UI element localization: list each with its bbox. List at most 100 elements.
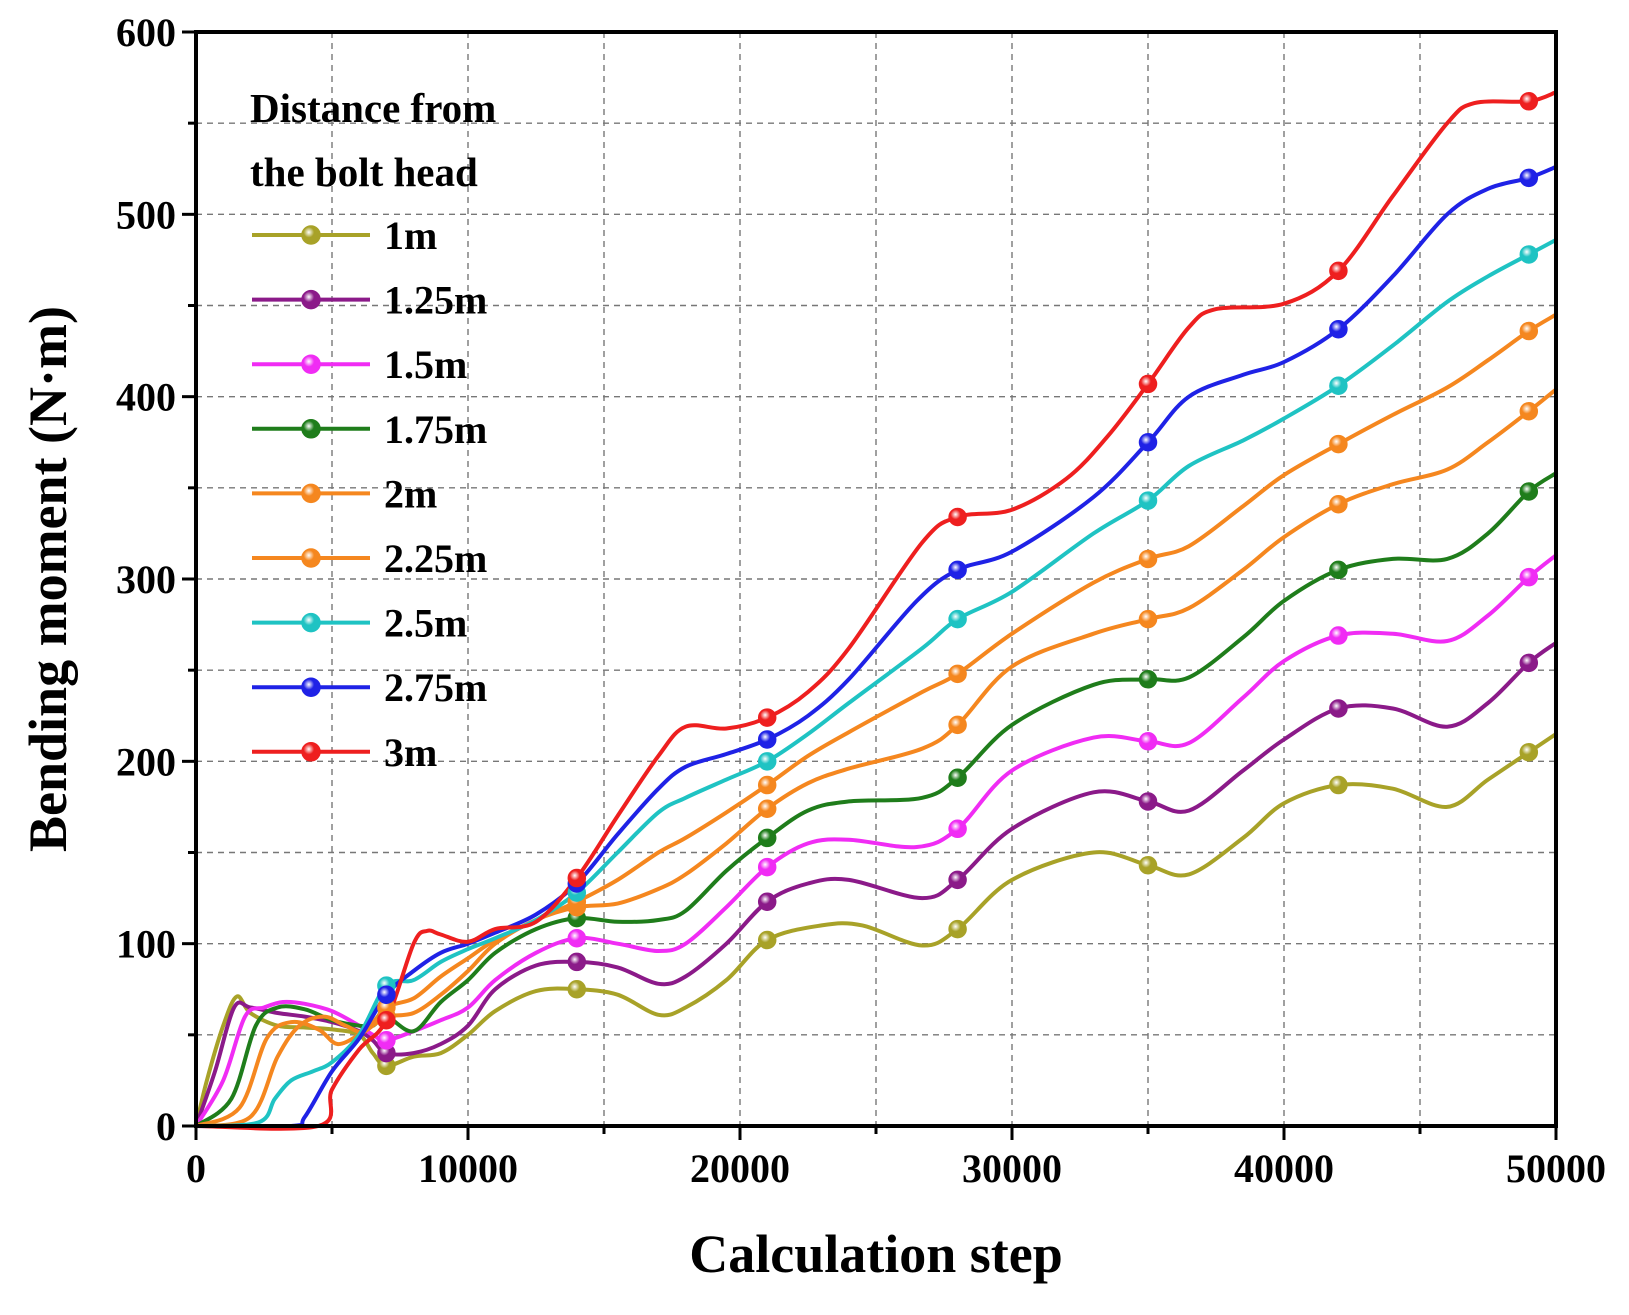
data-point-1m xyxy=(948,919,967,939)
legend-item-2m: 2m xyxy=(252,471,437,516)
data-point-1m xyxy=(1329,775,1348,795)
data-point-1.25m xyxy=(1329,699,1348,718)
data-point-2.25m xyxy=(1519,321,1539,341)
legend-label: 1.5m xyxy=(384,342,467,387)
data-point-1m xyxy=(1519,742,1539,762)
data-point-2.5m xyxy=(757,752,777,771)
data-point-1.75m xyxy=(1519,482,1539,501)
legend-swatch-marker xyxy=(301,548,321,568)
legend-label: 2.5m xyxy=(384,601,467,646)
legend-label: 2.75m xyxy=(384,665,487,710)
data-point-2.25m xyxy=(1329,434,1348,454)
data-point-3m xyxy=(1138,374,1158,394)
data-point-2.75m xyxy=(757,730,777,749)
legend-label: 1.25m xyxy=(384,278,487,323)
data-point-3m xyxy=(377,1010,396,1030)
y-tick-label: 600 xyxy=(116,10,176,55)
data-point-3m xyxy=(567,868,587,888)
data-point-3m xyxy=(1519,92,1539,111)
data-point-2.25m xyxy=(948,664,967,684)
legend-title-line-1: Distance from xyxy=(250,85,496,131)
y-tick-label: 300 xyxy=(116,557,176,602)
data-point-2.5m xyxy=(948,609,967,629)
legend-item-2.25m: 2.25m xyxy=(252,536,487,581)
data-point-1.5m xyxy=(948,819,967,839)
x-tick-label: 20000 xyxy=(690,1146,790,1191)
legend-label: 3m xyxy=(384,730,437,775)
data-point-1.5m xyxy=(1138,732,1158,751)
legend-item-2.75m: 2.75m xyxy=(252,665,487,710)
data-point-1.5m xyxy=(1329,626,1348,645)
data-point-2m xyxy=(757,799,777,818)
data-point-2.75m xyxy=(1329,319,1348,339)
data-point-1.75m xyxy=(757,828,777,848)
legend-swatch-marker xyxy=(301,354,321,374)
data-point-1.5m xyxy=(757,857,777,877)
data-point-1m xyxy=(757,930,777,950)
gridlines xyxy=(196,32,1556,1126)
legend: Distance from the bolt head 1m1.25m1.5m1… xyxy=(250,85,496,775)
data-point-2.5m xyxy=(1138,491,1158,510)
data-point-1.75m xyxy=(948,768,967,787)
data-point-2m xyxy=(1519,402,1539,421)
data-point-2m xyxy=(1329,494,1348,514)
legend-item-2.5m: 2.5m xyxy=(252,601,467,646)
data-point-1m xyxy=(567,980,587,999)
data-point-2.25m xyxy=(1138,549,1158,569)
series-markers xyxy=(377,92,1539,1076)
y-tick-label: 400 xyxy=(116,375,176,420)
axis-ticks xyxy=(182,30,1558,1140)
data-point-2.75m xyxy=(377,985,396,1004)
data-point-2.75m xyxy=(948,560,967,580)
y-tick-label: 0 xyxy=(156,1104,176,1149)
legend-item-1.75m: 1.75m xyxy=(252,407,487,452)
legend-title-line-2: the bolt head xyxy=(250,149,478,195)
data-point-2.5m xyxy=(1519,245,1539,264)
data-point-3m xyxy=(757,708,777,727)
legend-swatch-marker xyxy=(301,289,321,310)
data-point-1.25m xyxy=(567,952,587,972)
legend-swatch-marker xyxy=(301,483,321,504)
data-point-1.25m xyxy=(948,870,967,890)
legend-items: 1m 1.25m 1.5m 1.75m 2m 2.25m 2.5m 2.75m 3m xyxy=(252,213,487,775)
data-point-1.25m xyxy=(1519,653,1539,673)
data-point-2m xyxy=(948,715,967,735)
data-point-3m xyxy=(948,507,967,527)
legend-label: 2.25m xyxy=(384,536,487,581)
series-lines xyxy=(194,90,1558,1131)
data-point-2.25m xyxy=(757,775,777,795)
y-tick-label: 100 xyxy=(116,922,176,967)
data-point-1.25m xyxy=(757,892,777,911)
data-point-2.75m xyxy=(1138,433,1158,452)
legend-label: 2m xyxy=(384,471,437,516)
y-tick-labels: 0 100 200 300 400 500 600 xyxy=(116,10,176,1149)
x-tick-label: 40000 xyxy=(1234,1146,1334,1191)
legend-label: 1.75m xyxy=(384,407,487,452)
x-tick-label: 10000 xyxy=(418,1146,518,1191)
x-axis-title: Calculation step xyxy=(689,1224,1063,1284)
data-point-2.75m xyxy=(1519,168,1539,188)
data-point-3m xyxy=(1329,261,1348,281)
y-tick-label: 500 xyxy=(116,192,176,237)
legend-label: 1m xyxy=(384,213,437,258)
series-line-1.5m xyxy=(194,553,1558,1128)
series-line-1.75m xyxy=(194,471,1558,1128)
data-point-1m xyxy=(1138,856,1158,875)
y-tick-label: 200 xyxy=(116,739,176,784)
data-point-2m xyxy=(1138,609,1158,629)
data-point-1.75m xyxy=(1138,670,1158,689)
series-line-3m xyxy=(194,90,1558,1131)
data-point-2.5m xyxy=(1329,376,1348,395)
data-point-1.5m xyxy=(567,928,587,948)
legend-swatch-marker xyxy=(301,742,321,762)
data-point-1.25m xyxy=(1138,792,1158,811)
data-point-1.5m xyxy=(377,1031,396,1050)
x-tick-labels: 0 10000 20000 30000 40000 50000 xyxy=(186,1146,1606,1191)
series-line-2.5m xyxy=(194,237,1558,1128)
legend-item-1m: 1m xyxy=(252,213,437,258)
legend-item-3m: 3m xyxy=(252,730,437,775)
x-tick-label: 50000 xyxy=(1506,1146,1606,1191)
legend-item-1.5m: 1.5m xyxy=(252,342,467,387)
legend-swatch-marker xyxy=(301,225,321,245)
